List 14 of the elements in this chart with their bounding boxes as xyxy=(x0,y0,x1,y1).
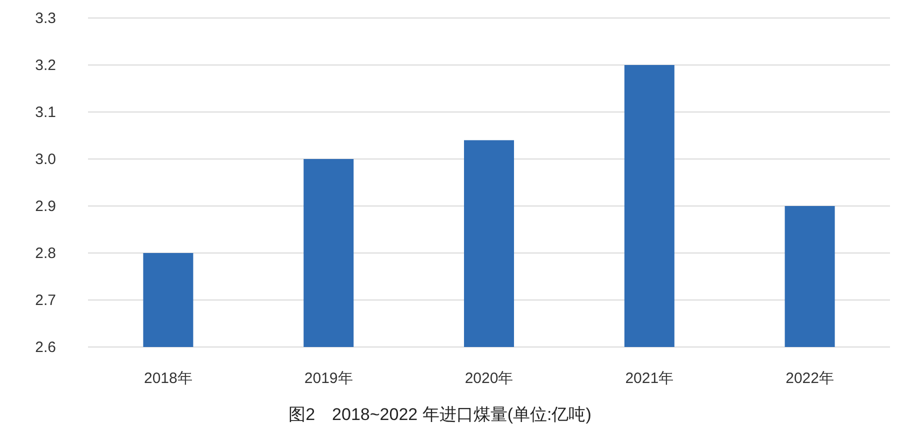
y-tick-label: 3.1 xyxy=(35,104,56,121)
y-tick-label: 2.6 xyxy=(35,339,56,356)
y-tick-label: 3.3 xyxy=(35,10,56,27)
y-tick-label: 3.0 xyxy=(35,151,56,168)
x-tick-label: 2021年 xyxy=(625,370,674,387)
x-tick-label: 2022年 xyxy=(786,370,834,387)
y-tick-label: 2.8 xyxy=(35,245,56,262)
y-tick-label: 2.9 xyxy=(35,198,56,215)
x-tick-label: 2018年 xyxy=(144,370,192,387)
y-tick-label: 2.7 xyxy=(35,292,56,309)
y-tick-label: 3.2 xyxy=(35,57,56,74)
x-tick-label: 2019年 xyxy=(304,370,353,387)
text: 图2 2018~2022 年进口煤量(单位:亿吨) xyxy=(288,405,592,424)
x-tick-label: 2020年 xyxy=(464,370,514,387)
